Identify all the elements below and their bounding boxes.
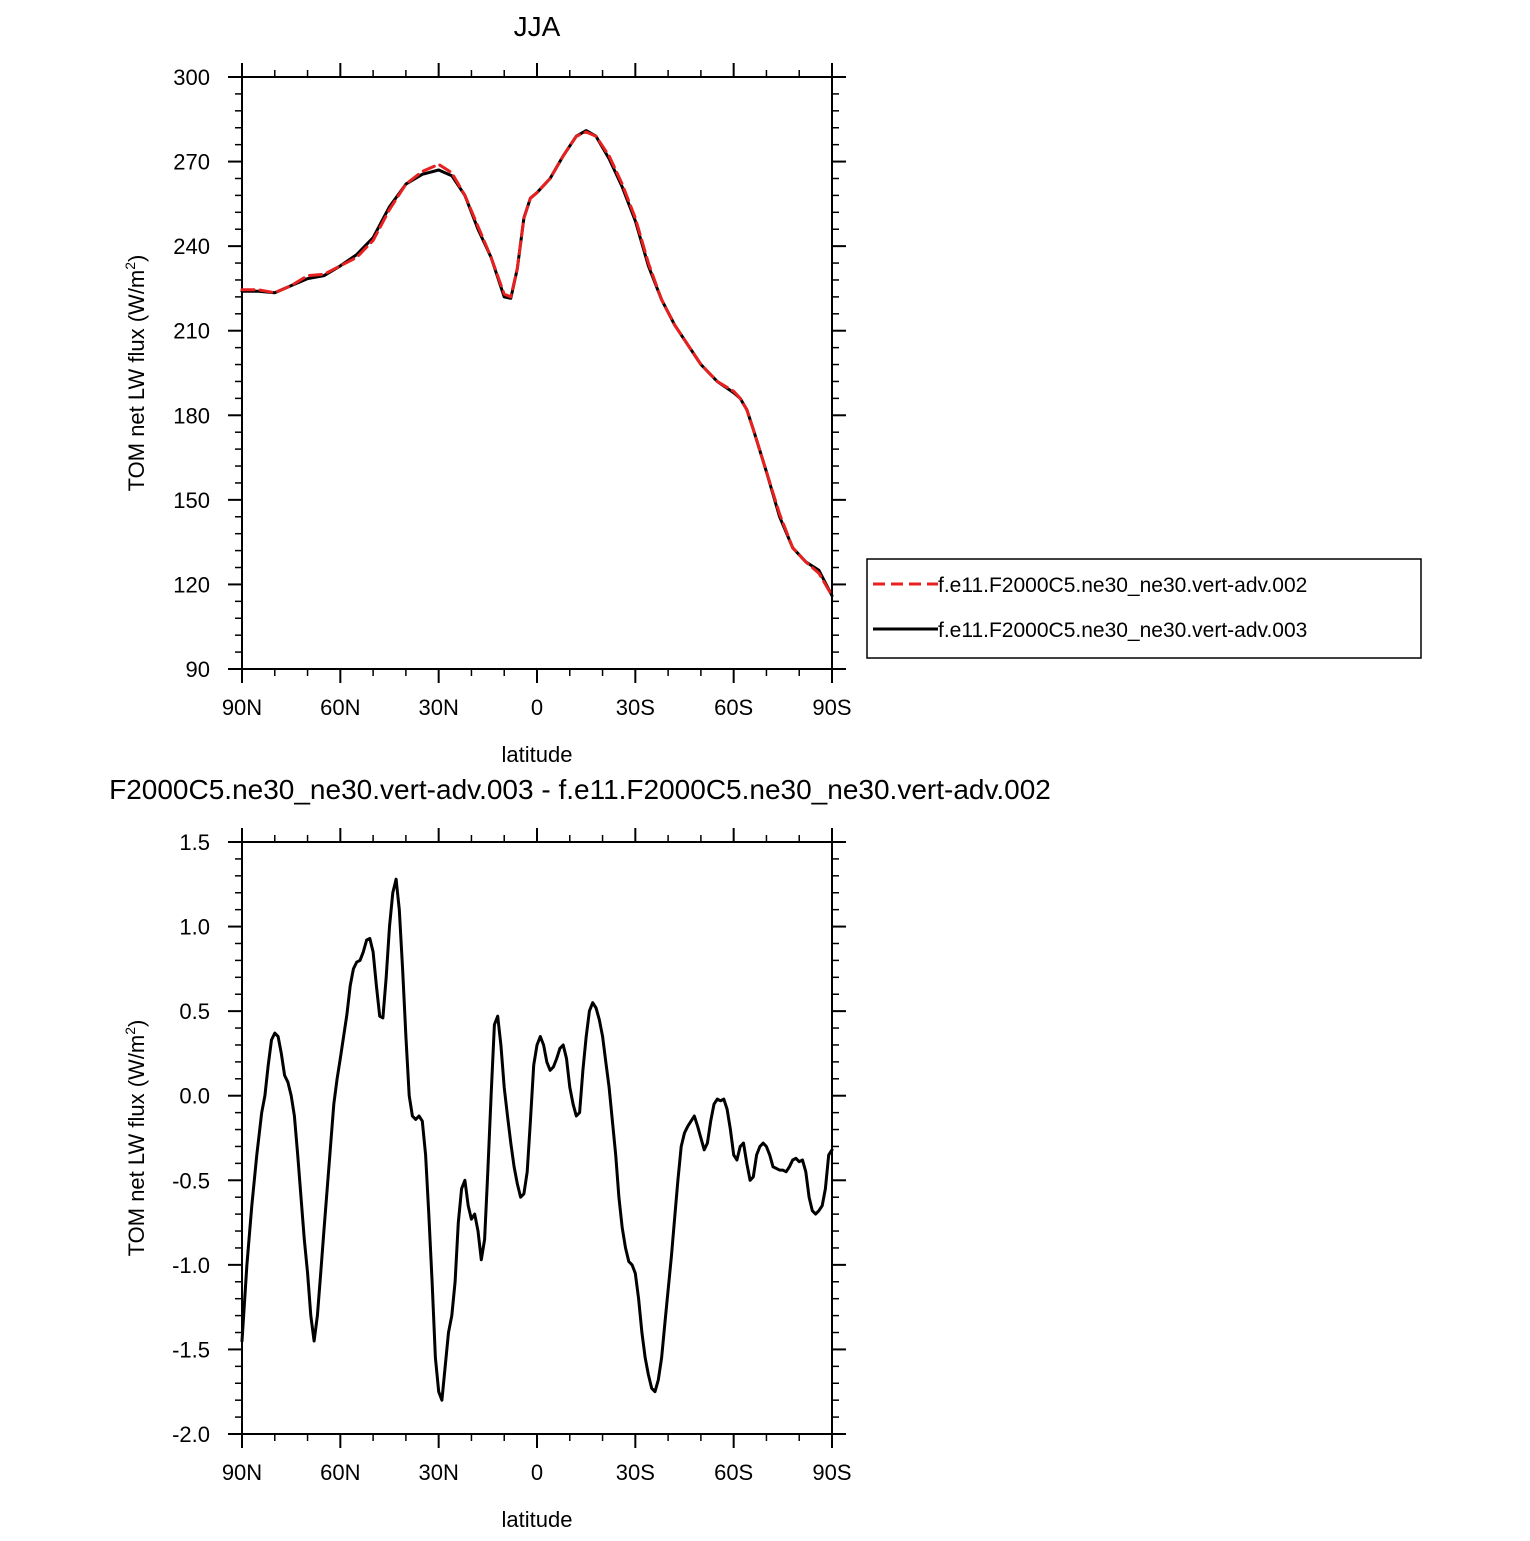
top-y-tick-label: 150 [173, 488, 210, 513]
bottom-y-tick-label: -0.5 [172, 1168, 210, 1193]
top-y-tick-label: 210 [173, 319, 210, 344]
bottom-x-tick-label: 30S [616, 1460, 655, 1485]
top-series-line-0 [240, 130, 834, 598]
top-x-tick-label: 30S [616, 695, 655, 720]
top-x-tick-label: 60S [714, 695, 753, 720]
legend-label-002: f.e11.F2000C5.ne30_ne30.vert-adv.002 [938, 574, 1307, 597]
bottom-y-tick-label: 0.5 [179, 999, 210, 1024]
top-chart: JJA 90N 60N 30N 0 30S 60S 90S 90 120 150 180 210 240… [122, 11, 1422, 767]
top-y-axis-title-sup: 2 [122, 262, 138, 270]
bottom-y-axis-title: TOM net LW flux (W/m2) [122, 1020, 149, 1257]
bottom-series [240, 877, 834, 1402]
bottom-y-tick-label: 0.0 [179, 1084, 210, 1109]
top-y-tick-label: 270 [173, 150, 210, 175]
bottom-chart: F2000C5.ne30_ne30.vert-adv.003 - f.e11.F… [109, 774, 1051, 1532]
bottom-y-tick-label: -1.5 [172, 1337, 210, 1362]
top-x-tick-label: 90N [222, 695, 262, 720]
bottom-series-line-0 [240, 877, 834, 1402]
legend: f.e11.F2000C5.ne30_ne30.vert-adv.002 f.e… [866, 558, 1422, 659]
top-series [240, 129, 834, 598]
bottom-chart-title: F2000C5.ne30_ne30.vert-adv.003 - f.e11.F… [109, 774, 1051, 805]
bottom-y-tick-label: -1.0 [172, 1253, 210, 1278]
top-y-axis-title-main: TOM net LW flux (W/m [124, 270, 149, 492]
bottom-y-axis-title-sup: 2 [122, 1027, 138, 1035]
bottom-x-axis-title: latitude [502, 1507, 573, 1532]
bottom-y-tick-label: -2.0 [172, 1422, 210, 1447]
bottom-ticks: 90N 60N 30N 0 30S 60S 90S -2.0 -1.5 -1.0 -0.5 0.0 0.… [172, 828, 852, 1485]
bottom-y-tick-label: 1.0 [179, 915, 210, 940]
top-chart-title: JJA [514, 11, 561, 42]
bottom-y-axis-title-close: ) [124, 1020, 149, 1027]
bottom-x-tick-label: 60S [714, 1460, 753, 1485]
top-plot-frame [241, 76, 833, 670]
bottom-x-tick-label: 30N [418, 1460, 458, 1485]
bottom-x-tick-label: 90N [222, 1460, 262, 1485]
top-series-line-1 [240, 129, 834, 598]
top-y-axis-title-close: ) [124, 255, 149, 262]
bottom-y-tick-label: 1.5 [179, 830, 210, 855]
top-y-tick-label: 300 [173, 65, 210, 90]
top-x-axis-title: latitude [502, 742, 573, 767]
top-y-axis-title: TOM net LW flux (W/m2) [122, 255, 149, 492]
top-y-tick-label: 90 [186, 657, 210, 682]
top-x-tick-label: 90S [812, 695, 851, 720]
legend-box [866, 558, 1422, 659]
top-x-tick-label: 60N [320, 695, 360, 720]
top-y-tick-label: 240 [173, 234, 210, 259]
top-y-tick-label: 120 [173, 572, 210, 597]
top-x-tick-label: 0 [531, 695, 543, 720]
legend-label-003: f.e11.F2000C5.ne30_ne30.vert-adv.003 [938, 619, 1307, 642]
bottom-x-tick-label: 90S [812, 1460, 851, 1485]
bottom-x-tick-label: 0 [531, 1460, 543, 1485]
top-x-tick-label: 30N [418, 695, 458, 720]
bottom-y-axis-title-main: TOM net LW flux (W/m [124, 1035, 149, 1257]
top-ticks: 90N 60N 30N 0 30S 60S 90S 90 120 150 180 210 240 270 3… [173, 63, 852, 720]
top-y-tick-label: 180 [173, 403, 210, 428]
bottom-x-tick-label: 60N [320, 1460, 360, 1485]
